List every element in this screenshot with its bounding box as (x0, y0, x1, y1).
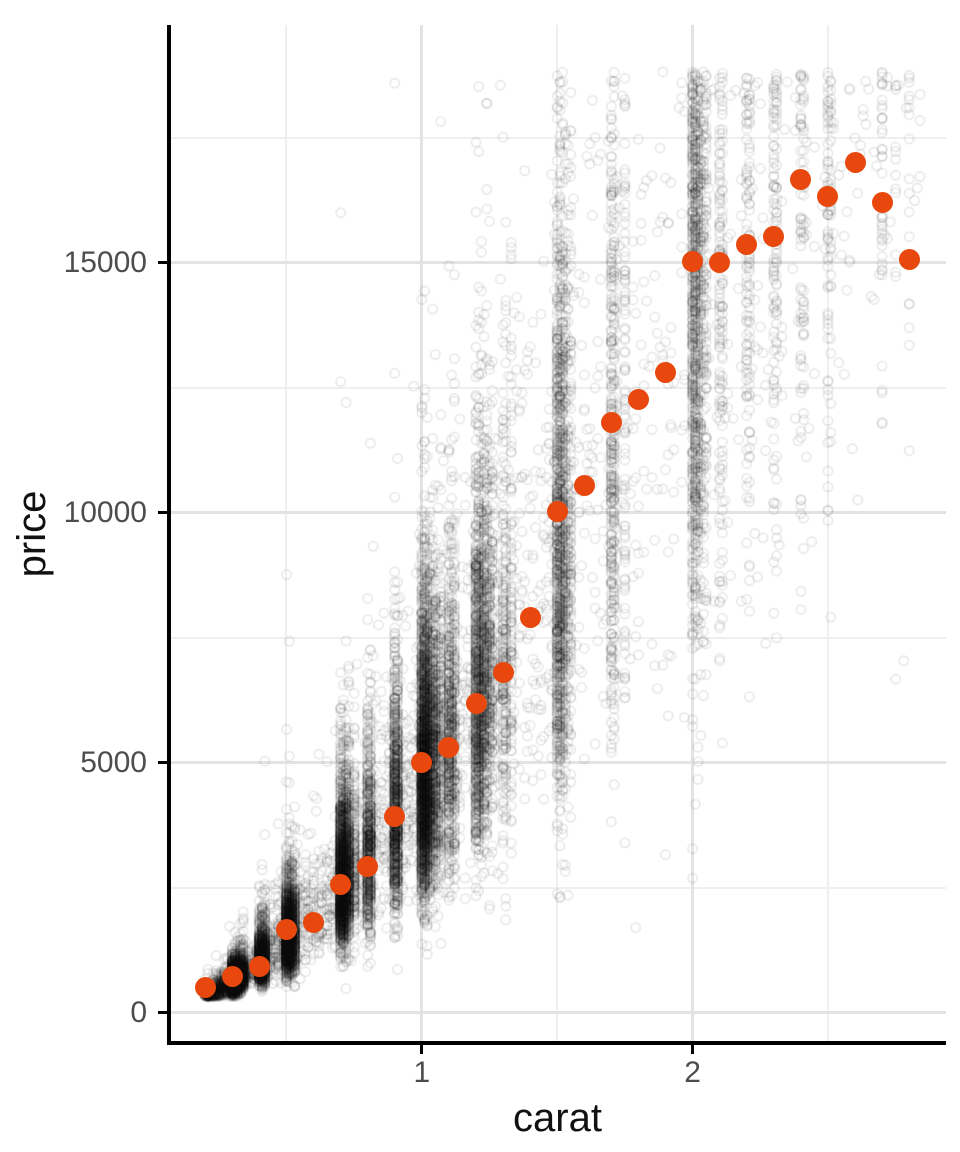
x-tick-mark-2 (691, 1045, 695, 1054)
mean-point-carat-2.6 (844, 152, 866, 174)
mean-point-carat-2.3 (763, 226, 785, 248)
x-axis-line (167, 1041, 946, 1045)
mean-point-carat-0.5 (275, 919, 297, 941)
mean-point-carat-0.3 (221, 966, 243, 988)
mean-point-carat-0.8 (357, 856, 379, 878)
y-tick-label-15000: 15000 (63, 245, 147, 279)
mean-point-carat-0.6 (303, 911, 325, 933)
x-tick-label-2: 2 (684, 1056, 701, 1089)
mean-point-carat-0.4 (248, 955, 270, 977)
mean-point-carat-1.2 (465, 693, 487, 715)
mean-point-carat-1 (411, 752, 433, 774)
x-tick-mark-1 (420, 1045, 424, 1054)
y-tick-label-10000: 10000 (63, 495, 147, 529)
y-tick-mark-5000 (158, 761, 167, 765)
mean-point-carat-1.5 (546, 501, 568, 523)
y-tick-mark-15000 (158, 261, 167, 265)
y-tick-mark-0 (158, 1011, 167, 1015)
y-tick-mark-10000 (158, 511, 167, 515)
mean-point-carat-2.8 (898, 249, 920, 271)
x-tick-label-1: 1 (413, 1056, 431, 1089)
x-axis-title: carat (513, 1096, 602, 1140)
mean-point-carat-1.1 (438, 737, 460, 759)
y-axis-line (167, 25, 171, 1045)
mean-point-carat-1.7 (600, 412, 622, 434)
mean-point-carat-0.2 (194, 976, 216, 998)
mean-point-carat-2 (682, 251, 704, 273)
mean-point-carat-0.7 (330, 874, 352, 896)
mean-point-carat-2.7 (871, 192, 893, 214)
mean-point-carat-1.6 (573, 475, 595, 497)
mean-point-carat-2.2 (736, 234, 758, 256)
mean-point-carat-0.9 (384, 806, 406, 828)
mean-point-carat-1.3 (492, 662, 514, 684)
mean-point-carat-2.1 (709, 252, 731, 274)
mean-point-carat-1.4 (519, 607, 541, 629)
y-tick-label-5000: 5000 (80, 745, 147, 779)
mean-point-carat-2.4 (790, 169, 812, 191)
y-axis-title: price (10, 490, 54, 578)
y-tick-label-0: 0 (130, 995, 147, 1029)
mean-point-carat-2.5 (817, 186, 839, 208)
mean-point-carat-1.8 (627, 389, 649, 411)
mean-point-carat-1.9 (655, 362, 677, 384)
